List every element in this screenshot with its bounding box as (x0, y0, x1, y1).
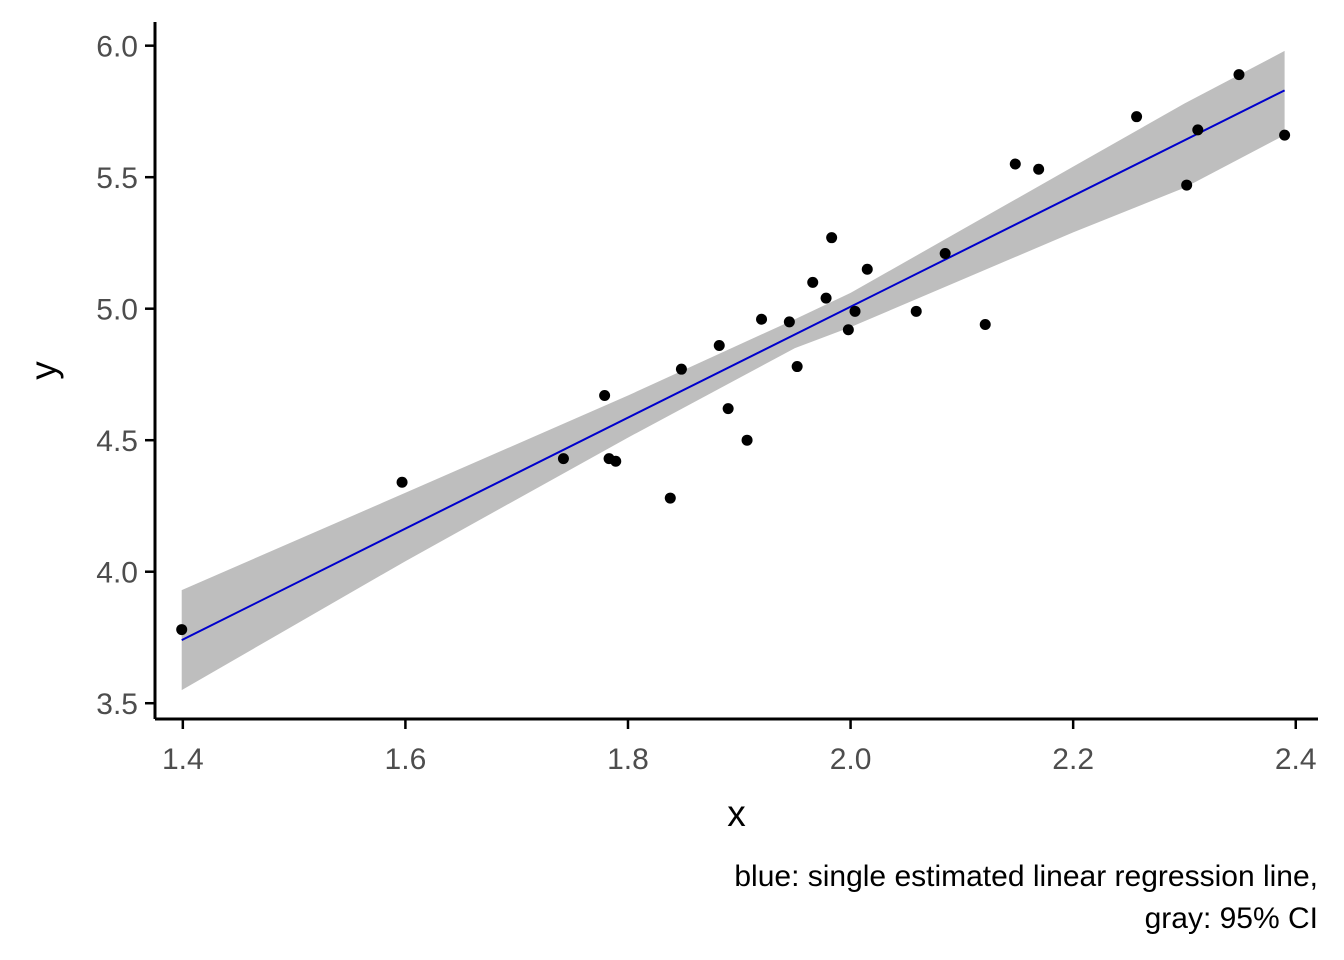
x-axis-title: x (727, 793, 746, 834)
confidence-band-layer (181, 50, 1285, 691)
data-point (910, 305, 922, 317)
data-point (861, 263, 873, 275)
data-point (1233, 69, 1245, 81)
data-point (783, 316, 795, 328)
y-axis-title: y (23, 361, 64, 380)
data-point (176, 624, 188, 636)
axes-layer (153, 22, 1318, 721)
data-point (807, 276, 819, 288)
data-point (664, 492, 676, 504)
data-point (756, 313, 768, 325)
data-point (610, 455, 622, 467)
y-tick-label: 4.0 (96, 557, 138, 590)
confidence-band (181, 50, 1285, 691)
data-point (1009, 158, 1021, 170)
data-point (1181, 179, 1193, 191)
y-tick-label: 5.0 (96, 294, 138, 327)
x-tick-label: 2.0 (830, 743, 872, 776)
data-point (1033, 163, 1045, 175)
data-point (820, 292, 832, 304)
data-point (849, 305, 861, 317)
data-point (1131, 111, 1143, 123)
x-tick-label: 1.4 (162, 743, 204, 776)
data-point (939, 247, 951, 259)
regression-line (181, 89, 1286, 641)
x-tick-label: 2.4 (1275, 743, 1317, 776)
y-tick-label: 3.5 (96, 688, 138, 721)
data-point (722, 403, 734, 415)
x-ticks: 1.4 1.6 1.8 2.0 2.2 2.4 (162, 719, 1317, 776)
data-point (599, 389, 611, 401)
data-points-layer (176, 69, 1291, 636)
x-tick-label: 1.8 (607, 743, 649, 776)
regression-line-layer (181, 89, 1286, 641)
data-point (791, 361, 803, 373)
data-point (826, 232, 838, 244)
y-ticks: 3.5 4.0 4.5 5.0 5.5 6.0 (96, 31, 155, 721)
caption-line-1: blue: single estimated linear regression… (734, 860, 1318, 893)
caption-line-2: gray: 95% CI (1145, 902, 1318, 935)
data-point (396, 476, 408, 488)
data-point (842, 324, 854, 336)
data-point (1279, 129, 1291, 141)
data-point (1192, 124, 1204, 136)
y-tick-label: 5.5 (96, 162, 138, 195)
x-tick-label: 1.6 (385, 743, 427, 776)
data-point (557, 453, 569, 465)
y-tick-label: 4.5 (96, 425, 138, 458)
y-tick-label: 6.0 (96, 31, 138, 64)
x-tick-label: 2.2 (1052, 743, 1094, 776)
data-point (979, 318, 991, 330)
data-point (713, 340, 725, 352)
data-point (675, 363, 687, 375)
data-point (741, 434, 753, 446)
